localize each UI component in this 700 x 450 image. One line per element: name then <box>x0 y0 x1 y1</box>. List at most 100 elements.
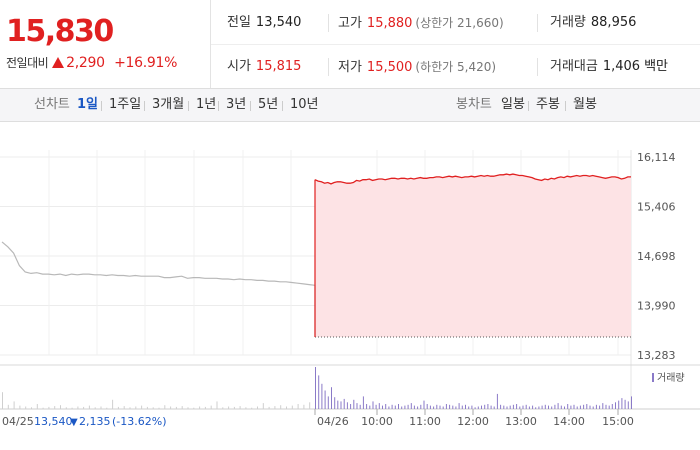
volume-bar <box>506 406 508 409</box>
volume-bar <box>560 405 562 409</box>
volume-bar <box>557 403 559 409</box>
tab-3month[interactable]: 3개월 <box>152 97 185 112</box>
y-tick-label: 15,406 <box>637 201 676 214</box>
volume-bar <box>152 407 154 409</box>
volume-bar <box>350 404 352 409</box>
volume-bar <box>541 405 543 409</box>
volume-bar <box>445 404 447 409</box>
tab-10year[interactable]: 10년 <box>290 97 319 112</box>
current-price: 15,830 <box>6 14 114 49</box>
volume-bar <box>286 406 287 409</box>
volume-bar <box>477 406 479 409</box>
volume-bar <box>65 407 67 409</box>
volume-bar <box>321 383 323 409</box>
volume-bar <box>337 400 339 409</box>
open-price: 시가 15,815 <box>227 44 301 88</box>
volume-label: 거래량 <box>550 15 586 30</box>
volume-bar <box>487 404 489 409</box>
volume-bar <box>327 396 329 409</box>
volume-bar <box>436 404 438 409</box>
volume-value: 88,956 <box>590 15 637 30</box>
volume-bar <box>576 406 578 409</box>
volume-bar <box>274 406 276 409</box>
volume-bar <box>94 407 96 409</box>
volume-bar <box>391 404 393 409</box>
volume-bar <box>481 405 482 409</box>
volume-bar <box>239 406 241 409</box>
volume-bar <box>532 405 534 409</box>
volume-bar <box>42 407 44 409</box>
change-amount: 2,290 <box>66 55 105 71</box>
volume-bar <box>522 405 524 409</box>
price-summary: 15,830 전일대비 2,290 +16.91% <box>0 0 211 88</box>
volume-bar <box>404 405 406 409</box>
volume-bar <box>251 407 253 409</box>
volume-bar <box>158 407 160 409</box>
volume-bar <box>512 404 514 409</box>
open-value: 15,815 <box>255 59 302 74</box>
trade-value-value: 1,406 <box>602 59 641 74</box>
volume-bar <box>423 400 425 409</box>
volume-bar <box>608 405 610 409</box>
volume-legend-label: 거래량 <box>657 372 685 384</box>
volume-bar <box>426 404 428 409</box>
volume-bar <box>474 407 476 409</box>
volume-bar <box>83 406 85 409</box>
volume-bar <box>554 404 556 409</box>
tab-1day[interactable]: 1일 <box>77 97 99 112</box>
volume-bar <box>410 403 412 409</box>
volume-bar <box>280 405 282 409</box>
volume-bar <box>595 404 597 409</box>
candle-chart-label: 봉차트 <box>456 97 492 112</box>
volume-bar <box>2 392 3 409</box>
volume-bar <box>303 404 305 409</box>
volume-bar <box>567 404 569 409</box>
volume-bar <box>193 407 195 409</box>
volume-bar <box>228 406 230 409</box>
y-tick-label: 13,990 <box>637 300 676 313</box>
volume-bar <box>170 406 172 409</box>
volume-bar <box>627 401 629 409</box>
line-chart-label: 선차트 <box>34 97 70 112</box>
tab-daily-candle[interactable]: 일봉 <box>501 97 525 112</box>
volume-bar <box>471 405 473 409</box>
volume-bar <box>519 406 521 409</box>
x-tick-label: 11:00 <box>409 415 441 428</box>
trade-value: 거래대금 1,406 백만 <box>550 44 668 88</box>
tab-1year[interactable]: 1년 <box>196 97 217 112</box>
volume: 거래량 88,956 <box>550 0 636 44</box>
open-label: 시가 <box>227 59 251 74</box>
change-percent: +16.91% <box>114 55 178 71</box>
x-tick-label: 04/26 <box>317 415 349 428</box>
volume-bar <box>551 406 553 409</box>
volume-bar <box>484 404 486 409</box>
x-tick-label: 15:00 <box>602 415 634 428</box>
volume-bar <box>586 404 588 409</box>
quote-info: 전일 13,540 고가 15,880 (상한가 21,660) 거래량 88,956 … <box>211 0 700 88</box>
tab-3year[interactable]: 3년 <box>226 97 247 112</box>
tab-monthly-candle[interactable]: 월봉 <box>573 97 597 112</box>
tab-1week[interactable]: 1주일 <box>109 97 142 112</box>
volume-bar <box>369 405 371 409</box>
volume-bar <box>579 405 581 409</box>
volume-bar <box>538 406 540 409</box>
volume-bar <box>564 406 565 409</box>
volume-bar <box>60 405 61 409</box>
today-area <box>315 174 631 337</box>
volume-legend-swatch <box>652 373 654 382</box>
tab-weekly-candle[interactable]: 주봉 <box>536 97 560 112</box>
volume-bar <box>268 406 270 409</box>
x-tick-label: 13:00 <box>505 415 537 428</box>
volume-bar <box>382 405 383 409</box>
volume-bar <box>129 407 131 409</box>
x-axis: 04/25 13,540▼ 2,135 (-13.62%) 04/26 10:00 11:0… <box>2 409 634 428</box>
volume-bar <box>31 407 32 409</box>
change-label: 전일대비 <box>6 56 49 70</box>
prev-close: 전일 13,540 <box>227 0 301 44</box>
tab-5year[interactable]: 5년 <box>258 97 279 112</box>
volume-bar <box>548 405 549 409</box>
volume-bar <box>413 405 415 409</box>
volume-bar <box>394 405 396 409</box>
trade-value-label: 거래대금 <box>550 59 598 74</box>
volume-bar <box>417 406 419 409</box>
